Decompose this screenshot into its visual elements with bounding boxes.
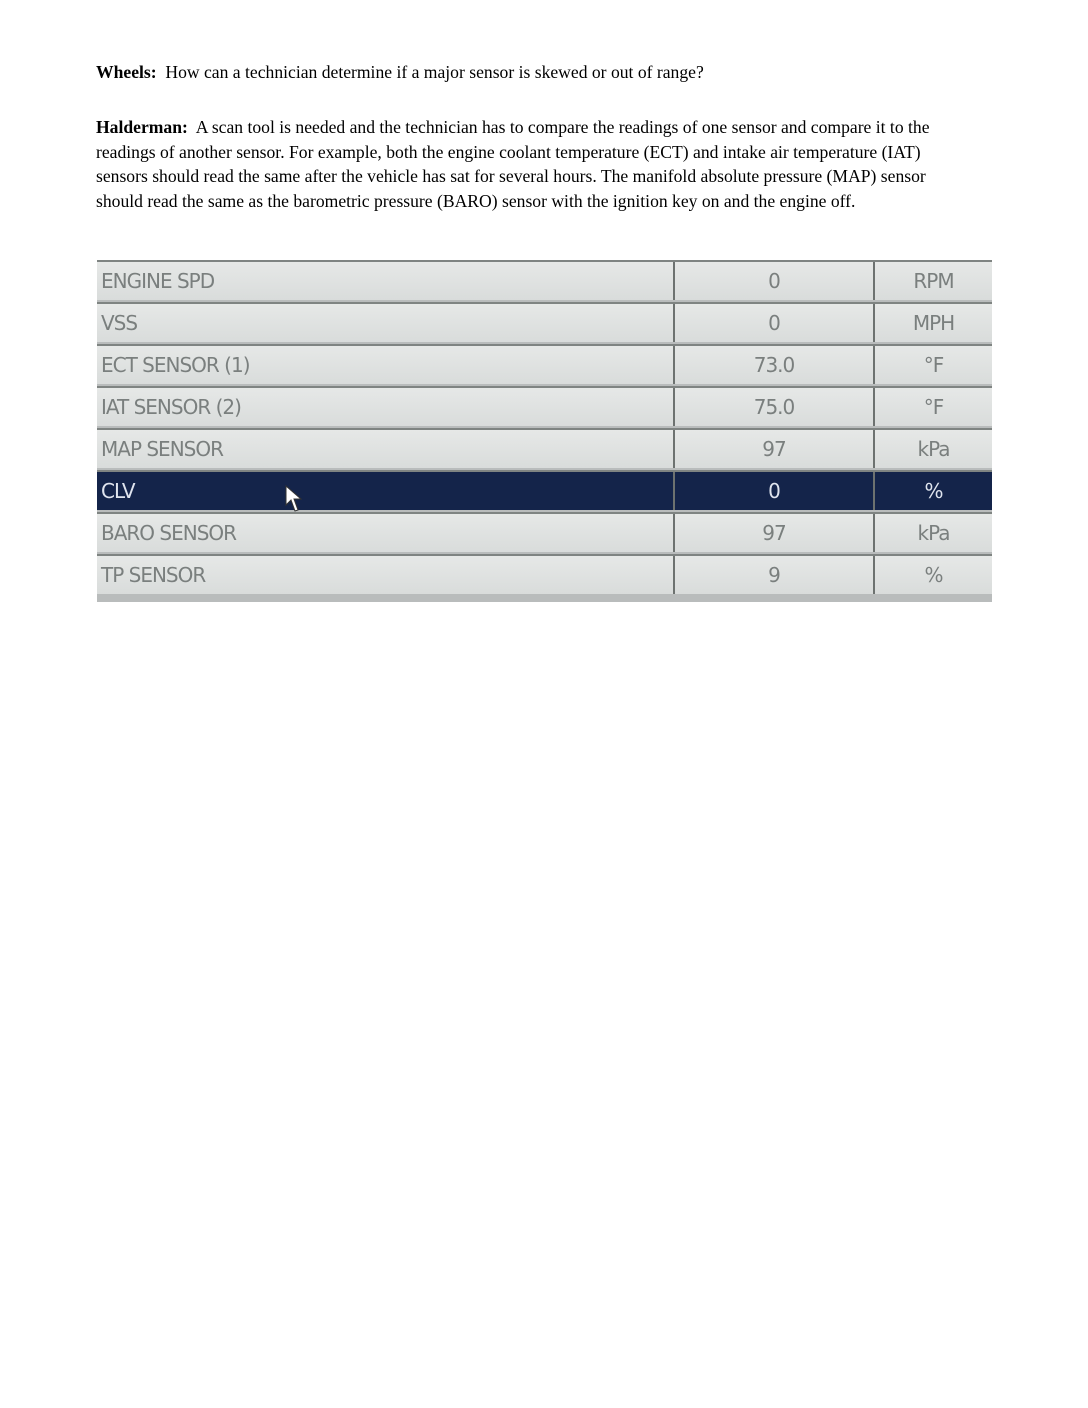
table-row: ENGINE SPD 0 RPM — [97, 260, 992, 300]
answer-speaker: Halderman: — [96, 117, 188, 137]
parameter-unit: % — [924, 563, 943, 587]
parameter-name: TP SENSOR — [97, 556, 675, 594]
parameter-unit: MPH — [912, 311, 955, 335]
parameter-name: ENGINE SPD — [97, 262, 675, 300]
parameter-unit: kPa — [917, 521, 951, 545]
table-row: TP SENSOR 9% — [97, 554, 992, 594]
parameter-name: BARO SENSOR — [97, 514, 675, 552]
table-row: ECT SENSOR (1) 73.0 °F — [97, 344, 992, 384]
parameter-value: 97 — [675, 514, 875, 552]
parameter-unit: °F — [923, 353, 945, 377]
scan-tool-photo: ENGINE SPD 0 RPM VSS 0 MPH ECT SENSOR (1) 73.0 °… — [97, 260, 992, 602]
table-row: VSS 0 MPH — [97, 302, 992, 342]
parameter-name: MAP SENSOR — [97, 430, 675, 468]
parameter-value: 0 — [675, 472, 875, 510]
table-row: BARO SENSOR 97 kPa — [97, 512, 992, 552]
parameter-unit: kPa — [917, 437, 951, 461]
parameter-unit: RPM — [913, 269, 954, 293]
answer-paragraph: Halderman: A scan tool is needed and the… — [96, 115, 976, 213]
question-text: How can a technician determine if a majo… — [165, 62, 704, 82]
parameter-value: 73.0 — [675, 346, 875, 384]
table-row: MAP SENSOR 97 kPa — [97, 428, 992, 468]
parameter-name: IAT SENSOR (2) — [97, 388, 675, 426]
question-paragraph: Wheels: How can a technician determine i… — [96, 60, 976, 85]
parameter-name: CLV — [97, 472, 675, 510]
parameter-unit: % — [924, 479, 943, 503]
question-speaker: Wheels: — [96, 62, 157, 82]
parameter-name: VSS — [97, 304, 675, 342]
parameter-value: 9 — [675, 556, 875, 594]
table-row: CLV 0% — [97, 470, 992, 510]
answer-text: A scan tool is needed and the technician… — [96, 117, 930, 211]
parameter-value: 75.0 — [675, 388, 875, 426]
mouse-cursor-icon — [285, 485, 303, 512]
table-row: IAT SENSOR (2) 75.0 °F — [97, 386, 992, 426]
parameter-value: 97 — [675, 430, 875, 468]
parameter-name: ECT SENSOR (1) — [97, 346, 675, 384]
parameter-value: 0 — [675, 304, 875, 342]
parameter-unit: °F — [923, 395, 945, 419]
parameter-value: 0 — [675, 262, 875, 300]
